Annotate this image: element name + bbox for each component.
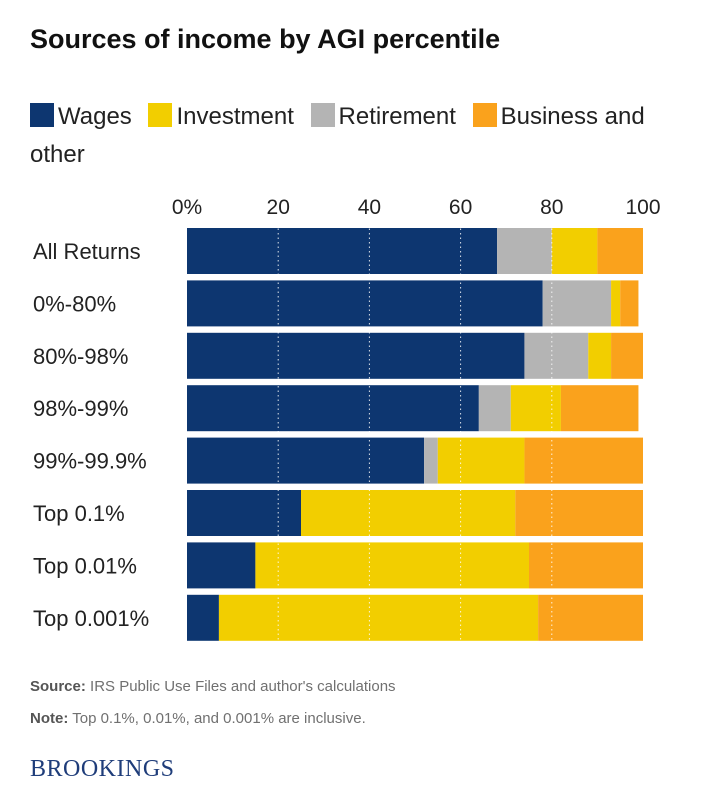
- x-tick-label: 60: [449, 196, 472, 219]
- chart-title: Sources of income by AGI percentile: [30, 24, 501, 54]
- source-note: Source: IRS Public Use Files and author'…: [30, 678, 396, 695]
- legend-swatch-investment: [148, 103, 173, 127]
- stacked-bar-chart: 0% 20 40 60 80 100 All Returns 0%-80% 80%-98% 98%…: [33, 196, 661, 641]
- chart-legend: Wages Investment Retirement Business and…: [30, 98, 670, 174]
- x-tick-label: 0%: [172, 196, 202, 219]
- brookings-logo: BROOKINGS: [30, 756, 175, 782]
- legend-label-retirement: Retirement: [338, 103, 456, 130]
- bar-segment-wages: [187, 280, 543, 327]
- legend-item-investment: Investment: [148, 103, 294, 130]
- bar-segment-investment: [510, 385, 561, 432]
- bar-segment-business-and-other: [538, 594, 643, 641]
- footnote: Note: Top 0.1%, 0.01%, and 0.001% are in…: [30, 710, 366, 727]
- bar-segment-investment: [255, 542, 529, 589]
- category-label: 0%-80%: [33, 291, 116, 316]
- category-label: All Returns: [33, 239, 141, 264]
- note-text: Top 0.1%, 0.01%, and 0.001% are inclusiv…: [68, 710, 366, 727]
- x-tick-label: 80: [540, 196, 563, 219]
- legend-label-wages: Wages: [58, 103, 132, 130]
- x-tick-label: 40: [358, 196, 381, 219]
- bar-segment-retirement: [542, 280, 612, 327]
- bar-segment-retirement: [524, 332, 589, 379]
- category-label: Top 0.001%: [33, 606, 149, 631]
- bar-segment-wages: [187, 437, 425, 484]
- legend-label-investment: Investment: [176, 103, 294, 130]
- note-label: Note:: [30, 710, 69, 727]
- bar-segment-business-and-other: [620, 280, 639, 327]
- legend-label-business: Business and other: [30, 103, 645, 168]
- bar-segment-retirement: [478, 385, 511, 432]
- bar-segment-investment: [551, 228, 598, 274]
- bar-segment-retirement: [424, 437, 438, 484]
- legend-item-wages: Wages: [30, 103, 132, 130]
- bar-segment-business-and-other: [560, 385, 639, 432]
- legend-swatch-business: [472, 103, 497, 127]
- bar-segment-business-and-other: [524, 437, 643, 484]
- category-label: Top 0.01%: [33, 553, 137, 578]
- legend-item-business: Business and other: [30, 103, 645, 168]
- legend-item-retirement: Retirement: [310, 103, 456, 130]
- bar-segment-wages: [187, 332, 525, 379]
- bar-segment-wages: [187, 228, 498, 274]
- category-label: 99%-99.9%: [33, 449, 147, 474]
- source-text: IRS Public Use Files and author's calcul…: [85, 678, 396, 695]
- bar-segment-retirement: [497, 228, 552, 274]
- bar-segment-investment: [301, 490, 516, 536]
- bar-segment-wages: [187, 542, 256, 589]
- bar-segment-business-and-other: [515, 490, 643, 536]
- bar-segment-wages: [187, 594, 219, 641]
- bar-segment-business-and-other: [597, 228, 643, 274]
- bar-segment-business-and-other: [529, 542, 643, 589]
- bar-segment-investment: [611, 280, 621, 327]
- category-label: 80%-98%: [33, 344, 128, 369]
- category-label: Top 0.1%: [33, 501, 125, 526]
- source-label: Source:: [30, 678, 86, 695]
- bar-segment-wages: [187, 385, 479, 432]
- category-label: 98%-99%: [33, 396, 128, 421]
- x-tick-label: 100: [625, 196, 660, 219]
- legend-swatch-wages: [30, 103, 54, 127]
- bar-segment-wages: [187, 490, 301, 536]
- bar-segment-investment: [218, 594, 539, 641]
- bar-segment-investment: [588, 332, 612, 379]
- legend-swatch-retirement: [310, 103, 335, 127]
- x-tick-label: 20: [267, 196, 290, 219]
- bar-segment-investment: [437, 437, 525, 484]
- bar-segment-business-and-other: [611, 332, 643, 379]
